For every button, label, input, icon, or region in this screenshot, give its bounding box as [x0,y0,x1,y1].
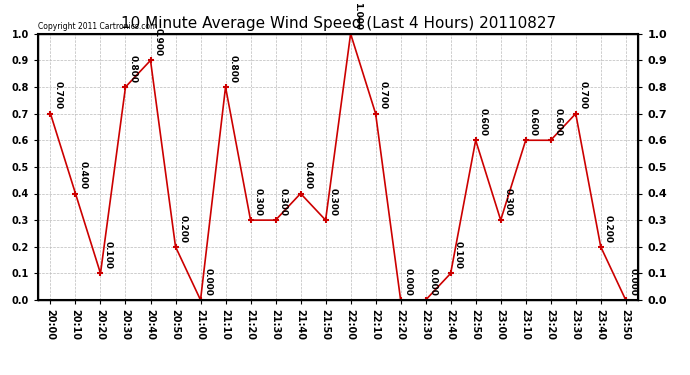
Text: 0.900: 0.900 [153,28,162,56]
Text: 0.700: 0.700 [578,81,587,110]
Text: 0.300: 0.300 [328,188,337,216]
Text: 0.800: 0.800 [228,55,237,83]
Text: 0.600: 0.600 [529,108,538,136]
Text: 0.100: 0.100 [453,241,462,269]
Text: Copyright 2011 Cartronics.com: Copyright 2011 Cartronics.com [38,22,157,31]
Text: 0.400: 0.400 [78,161,87,189]
Text: 0.400: 0.400 [304,161,313,189]
Text: 0.200: 0.200 [178,214,187,243]
Text: 0.000: 0.000 [629,268,638,296]
Text: 0.700: 0.700 [53,81,62,110]
Text: 0.700: 0.700 [378,81,387,110]
Text: 0.300: 0.300 [504,188,513,216]
Text: 0.600: 0.600 [553,108,562,136]
Text: 0.200: 0.200 [604,214,613,243]
Text: 0.600: 0.600 [478,108,487,136]
Text: 0.000: 0.000 [204,268,213,296]
Text: 0.300: 0.300 [253,188,262,216]
Text: 0.000: 0.000 [428,268,437,296]
Text: 0.300: 0.300 [278,188,287,216]
Text: 0.800: 0.800 [128,55,137,83]
Text: 0.000: 0.000 [404,268,413,296]
Title: 10 Minute Average Wind Speed (Last 4 Hours) 20110827: 10 Minute Average Wind Speed (Last 4 Hou… [121,16,555,31]
Text: 0.100: 0.100 [104,241,112,269]
Text: 1.000: 1.000 [353,2,362,30]
